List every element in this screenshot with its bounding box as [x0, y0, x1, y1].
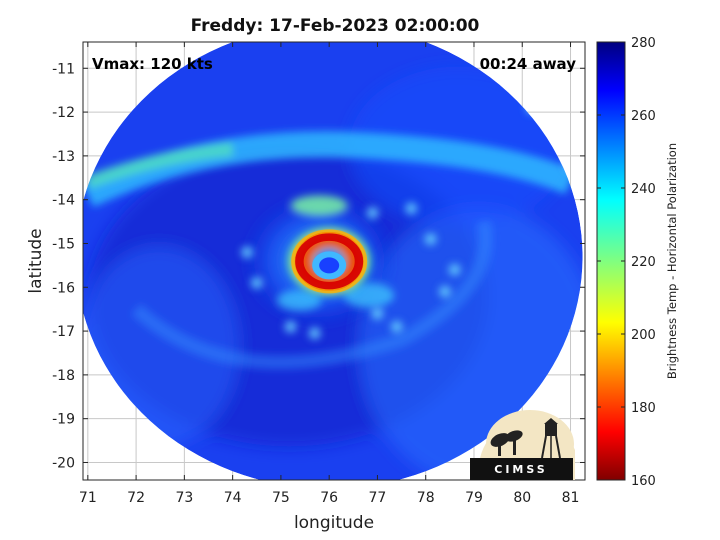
y-tick-label: -17: [52, 324, 75, 340]
y-tick-label: -16: [52, 280, 75, 296]
colorbar-tick-label: 260: [631, 109, 656, 124]
x-tick-label: 80: [513, 490, 531, 506]
x-tick-label: 71: [79, 490, 97, 506]
x-tick-label: 75: [272, 490, 290, 506]
y-tick-label: -18: [52, 368, 75, 384]
colorbar-ticks: 160 180 200 220 240 260 280: [597, 36, 656, 489]
vmax-label: Vmax: 120 kts: [92, 55, 213, 73]
x-tick-label: 76: [320, 490, 338, 506]
plot-frame: [82, 41, 586, 481]
colorbar-label: Brightness Temp - Horizontal Polarizatio…: [665, 143, 679, 379]
chart-title: Freddy: 17-Feb-2023 02:00:00: [191, 16, 480, 36]
x-tick-label: 73: [175, 490, 193, 506]
colorbar: 160 180 200 220 240 260 280 Brightness Temp - …: [596, 36, 679, 489]
colorbar-tick-label: 280: [631, 36, 656, 51]
x-tick-label: 78: [417, 490, 435, 506]
colorbar-tick-label: 200: [631, 328, 656, 343]
y-tick-label: -20: [52, 455, 75, 471]
y-axis-ticks: -11 -12 -13 -14 -15 -16 -17 -18 -19 -20: [52, 61, 585, 471]
x-axis-label: longitude: [294, 513, 374, 533]
x-tick-label: 74: [224, 490, 242, 506]
y-tick-label: -11: [52, 61, 75, 77]
x-tick-label: 72: [127, 490, 145, 506]
y-tick-label: -19: [52, 412, 75, 428]
cimss-logo: CIMSS: [470, 410, 575, 480]
x-tick-label: 77: [369, 490, 387, 506]
y-tick-label: -12: [52, 105, 75, 121]
cimss-logo-text: CIMSS: [494, 463, 547, 476]
colorbar-tick-label: 220: [631, 255, 656, 270]
y-tick-label: -14: [52, 193, 75, 209]
y-tick-label: -15: [52, 236, 75, 252]
colorbar-tick-label: 160: [631, 474, 656, 489]
y-axis-label: latitude: [26, 228, 46, 293]
x-axis-ticks: 71 72 73 74 75 76 77 78 79 80 81: [79, 42, 580, 506]
colorbar-gradient: [596, 41, 626, 481]
colorbar-tick-label: 240: [631, 182, 656, 197]
x-tick-label: 79: [465, 490, 483, 506]
time-away-label: 00:24 away: [480, 55, 577, 73]
colorbar-tick-label: 180: [631, 401, 656, 416]
x-tick-label: 81: [562, 490, 580, 506]
y-tick-label: -13: [52, 149, 75, 165]
